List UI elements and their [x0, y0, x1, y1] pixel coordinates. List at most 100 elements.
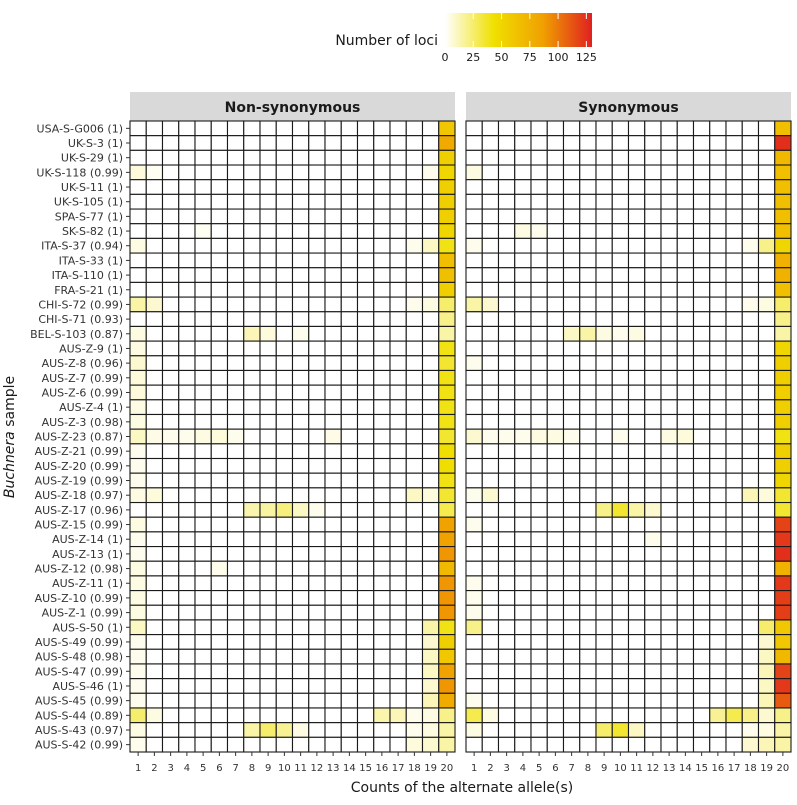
heatmap-cell	[438, 619, 456, 636]
heatmap-cell	[530, 472, 548, 489]
heatmap-cell	[356, 428, 375, 445]
heatmap-cell	[595, 311, 613, 327]
heatmap-cell	[741, 590, 760, 606]
heatmap-cell	[259, 443, 277, 460]
heatmap-cell	[709, 516, 727, 533]
heatmap-cell	[530, 604, 548, 621]
heatmap-cell	[405, 237, 424, 254]
heatmap-cell	[692, 619, 711, 636]
heatmap-cell	[145, 399, 164, 416]
heatmap-cell	[757, 179, 776, 195]
x-tick-label: 3	[167, 763, 173, 774]
heatmap-cell	[530, 267, 548, 283]
heatmap-cell	[644, 531, 662, 548]
heatmap-cell	[644, 369, 662, 386]
heatmap-cell	[210, 560, 229, 577]
heatmap-cell	[676, 692, 695, 709]
heatmap-cell	[530, 546, 548, 562]
heatmap-cell	[595, 501, 613, 518]
heatmap-cell	[356, 546, 375, 562]
heatmap-cell	[644, 164, 662, 181]
heatmap-cell	[226, 546, 245, 562]
heatmap-cell	[356, 340, 375, 357]
heatmap-cell	[660, 516, 678, 533]
heatmap-cell	[546, 281, 565, 298]
heatmap-cell	[611, 722, 630, 738]
heatmap-cell	[465, 575, 483, 592]
heatmap-cell	[709, 135, 727, 151]
heatmap-cell	[725, 707, 743, 724]
heatmap-cell	[774, 135, 792, 151]
heatmap-cell	[627, 296, 646, 313]
heatmap-cell	[611, 546, 630, 562]
heatmap-cell	[373, 120, 391, 137]
heatmap-cell	[611, 399, 630, 416]
heatmap-cell	[692, 575, 711, 592]
heatmap-cell	[340, 472, 359, 489]
heatmap-cell	[579, 237, 597, 254]
heatmap-cell	[595, 560, 613, 577]
heatmap-cell	[291, 135, 310, 151]
heatmap-cell	[324, 193, 342, 210]
heatmap-cell	[660, 281, 678, 298]
heatmap-cell	[308, 355, 326, 372]
legend-tick-label: 50	[495, 51, 509, 64]
heatmap-cell	[644, 575, 662, 592]
heatmap-cell	[324, 384, 342, 401]
heatmap-cell	[421, 457, 440, 474]
heatmap-cell	[676, 311, 695, 327]
heatmap-cell	[741, 267, 760, 283]
heatmap-cell	[546, 252, 565, 269]
x-tick-label: 18	[408, 763, 421, 774]
heatmap-cell	[611, 501, 630, 518]
heatmap-cell	[194, 399, 212, 416]
heatmap-cell	[644, 560, 662, 577]
heatmap-cell	[741, 369, 760, 386]
heatmap-cell	[178, 296, 196, 313]
heatmap-cell	[774, 340, 792, 357]
heatmap-cell	[373, 472, 391, 489]
heatmap-cell	[644, 223, 662, 239]
heatmap-cell	[356, 193, 375, 210]
heatmap-cell	[389, 355, 407, 372]
heatmap-cell	[275, 707, 294, 724]
heatmap-cell	[373, 369, 391, 386]
heatmap-cell	[497, 311, 516, 327]
heatmap-cell	[627, 531, 646, 548]
heatmap-cell	[774, 384, 792, 401]
heatmap-cell	[373, 736, 391, 753]
heatmap-cell	[465, 267, 483, 283]
heatmap-cell	[161, 443, 180, 460]
heatmap-cell	[595, 472, 613, 489]
heatmap-cell	[129, 267, 147, 283]
heatmap-cell	[210, 457, 229, 474]
heatmap-cell	[308, 237, 326, 254]
heatmap-cell	[514, 472, 532, 489]
heatmap-cell	[194, 193, 212, 210]
heatmap-cell	[757, 472, 776, 489]
heatmap-cell	[611, 531, 630, 548]
heatmap-cell	[275, 281, 294, 298]
heatmap-cell	[676, 193, 695, 210]
heatmap-cell	[291, 560, 310, 577]
heatmap-cell	[481, 252, 500, 269]
heatmap-cell	[145, 707, 164, 724]
sample-label: AUS-Z-12 (0.98)	[35, 563, 123, 576]
heatmap-cell	[595, 736, 613, 753]
heatmap-cell	[373, 311, 391, 327]
heatmap-cell	[514, 399, 532, 416]
sample-label: AUS-S-44 (0.89)	[35, 709, 123, 722]
heatmap-cell	[774, 164, 792, 181]
heatmap-cell	[129, 443, 147, 460]
heatmap-cell	[595, 399, 613, 416]
heatmap-cell	[627, 648, 646, 665]
heatmap-cell	[725, 634, 743, 650]
heatmap-cell	[741, 736, 760, 753]
heatmap-cell	[324, 399, 342, 416]
heatmap-cell	[579, 678, 597, 694]
heatmap-cell	[438, 164, 456, 181]
heatmap-cell	[243, 223, 261, 239]
heatmap-cell	[774, 692, 792, 709]
heatmap-cell	[562, 340, 581, 357]
x-tick-label: 14	[343, 763, 356, 774]
